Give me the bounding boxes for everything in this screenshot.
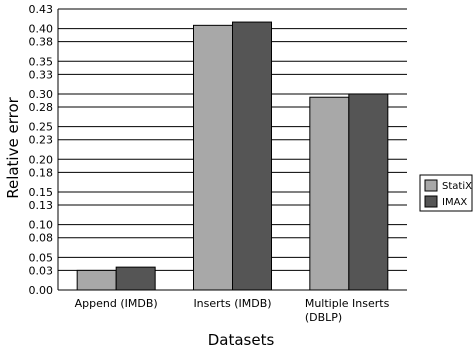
- y-tick-label: 0.35: [29, 55, 54, 68]
- x-tick-label: Multiple Inserts: [305, 297, 390, 310]
- bar-imax-0: [115, 266, 156, 291]
- legend-swatch-imax: [424, 195, 438, 208]
- y-tick-label: 0.00: [29, 284, 54, 297]
- y-tick-label: 0.25: [29, 121, 54, 134]
- y-tick-label: 0.23: [29, 134, 54, 147]
- y-tick-label: 0.20: [29, 153, 54, 166]
- legend-swatch-statix: [424, 179, 438, 192]
- x-tick-label: Inserts (IMDB): [193, 297, 271, 310]
- x-tick-labels: Append (IMDB) Inserts (IMDB) Multiple Inse…: [75, 297, 390, 324]
- y-tick-label: 0.10: [29, 219, 54, 232]
- y-tick-label: 0.33: [29, 68, 54, 81]
- y-axis-title: Relative error: [4, 96, 22, 198]
- bar-statix-1: [193, 24, 233, 291]
- bar-imax-1: [232, 21, 272, 291]
- bar-imax-2: [348, 93, 389, 291]
- x-axis-title: Datasets: [208, 331, 275, 349]
- y-tick-label: 0.43: [29, 3, 54, 16]
- axes: [57, 9, 407, 291]
- legend-box: [419, 174, 473, 212]
- y-tick-labels: 0.00 0.030.05 0.080.10 0.130.15 0.180.20 0.23…: [29, 3, 54, 297]
- x-tick-label: Append (IMDB): [75, 297, 158, 310]
- y-tick-label: 0.40: [29, 23, 54, 36]
- y-tick-label: 0.08: [29, 232, 54, 245]
- y-tick-label: 0.05: [29, 251, 54, 264]
- y-tick-label: 0.38: [29, 36, 54, 49]
- legend-label-imax: IMAX: [442, 197, 467, 208]
- y-tick-label: 0.18: [29, 166, 54, 179]
- legend: StatiX IMAX: [419, 174, 473, 212]
- y-tick-label: 0.30: [29, 88, 54, 101]
- bars: [76, 21, 389, 291]
- bar-statix-2: [309, 96, 350, 291]
- legend-label-statix: StatiX: [442, 181, 472, 192]
- y-tick-label: 0.15: [29, 186, 54, 199]
- bar-statix-0: [76, 269, 117, 291]
- y-tick-label: 0.28: [29, 101, 54, 114]
- x-tick-label: (DBLP): [305, 311, 342, 324]
- y-tick-label: 0.13: [29, 199, 54, 212]
- y-tick-label: 0.03: [29, 264, 54, 277]
